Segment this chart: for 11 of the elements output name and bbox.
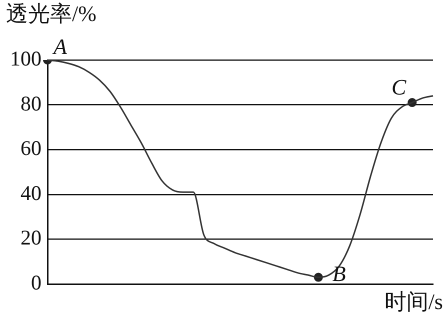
text: A (52, 34, 68, 59)
y-axis-title: 透光率/% (6, 0, 96, 26)
x-axis-title: 时间/s (384, 288, 443, 314)
y-tick-label: 60 (20, 136, 42, 160)
annotation: C (391, 74, 406, 100)
y-tick-label: 80 (20, 91, 42, 116)
y-tick-label: 100 (10, 46, 42, 71)
y-tick-label: 0 (31, 270, 42, 295)
y-tick-label: 40 (20, 180, 42, 205)
annotation: B (332, 261, 346, 286)
y-tick-label: 20 (20, 226, 42, 250)
